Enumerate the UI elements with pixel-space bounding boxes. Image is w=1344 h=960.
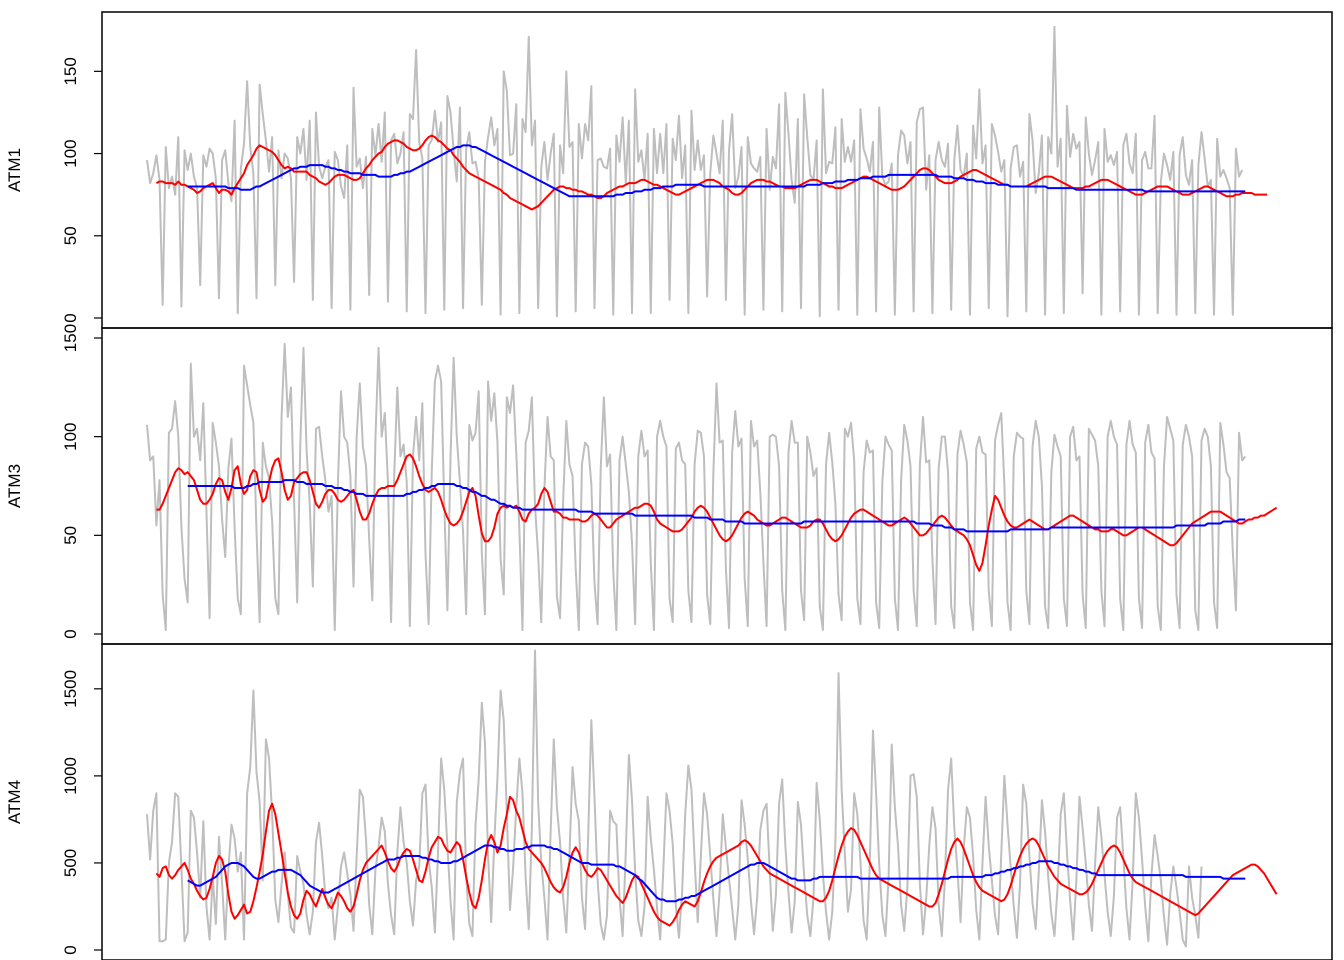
series-line-short-ma bbox=[155, 795, 1278, 927]
panel-atm1: 0 50 100 150 ATM1 bbox=[5, 11, 1333, 329]
panel-atm3: 0 50 100 150 ATM3 bbox=[5, 324, 1333, 645]
series-line-long-ma bbox=[187, 144, 1246, 198]
series-line-short-ma bbox=[155, 134, 1268, 211]
y-tick-label: 100 bbox=[61, 139, 80, 167]
y-tick-label: 150 bbox=[61, 57, 80, 85]
series-line-short-ma bbox=[156, 453, 1278, 572]
y-tick-label: 50 bbox=[61, 526, 80, 545]
y-axis-label: ATM1 bbox=[5, 148, 24, 192]
y-tick-label: 0 bbox=[61, 313, 80, 322]
y-tick-label: 150 bbox=[61, 324, 80, 352]
y-tick-label: 500 bbox=[61, 849, 80, 877]
panel-frame bbox=[101, 643, 1333, 960]
y-tick-label: 0 bbox=[61, 629, 80, 638]
series-line-raw bbox=[146, 649, 1203, 948]
y-tick-label: 0 bbox=[61, 945, 80, 954]
panel-frame bbox=[101, 11, 1333, 329]
y-tick-label: 50 bbox=[61, 226, 80, 245]
y-tick-label: 100 bbox=[61, 422, 80, 450]
y-tick-label: 1500 bbox=[61, 670, 80, 708]
y-tick-label: 1000 bbox=[61, 757, 80, 795]
y-axis-label: ATM4 bbox=[5, 780, 24, 824]
series-line-raw bbox=[146, 25, 1244, 318]
series-line-long-ma bbox=[187, 479, 1246, 533]
series-line-long-ma bbox=[187, 844, 1246, 903]
panel-atm4: 0 500 1000 1500 ATM4 bbox=[5, 643, 1333, 960]
y-axis-label: ATM3 bbox=[5, 464, 24, 508]
